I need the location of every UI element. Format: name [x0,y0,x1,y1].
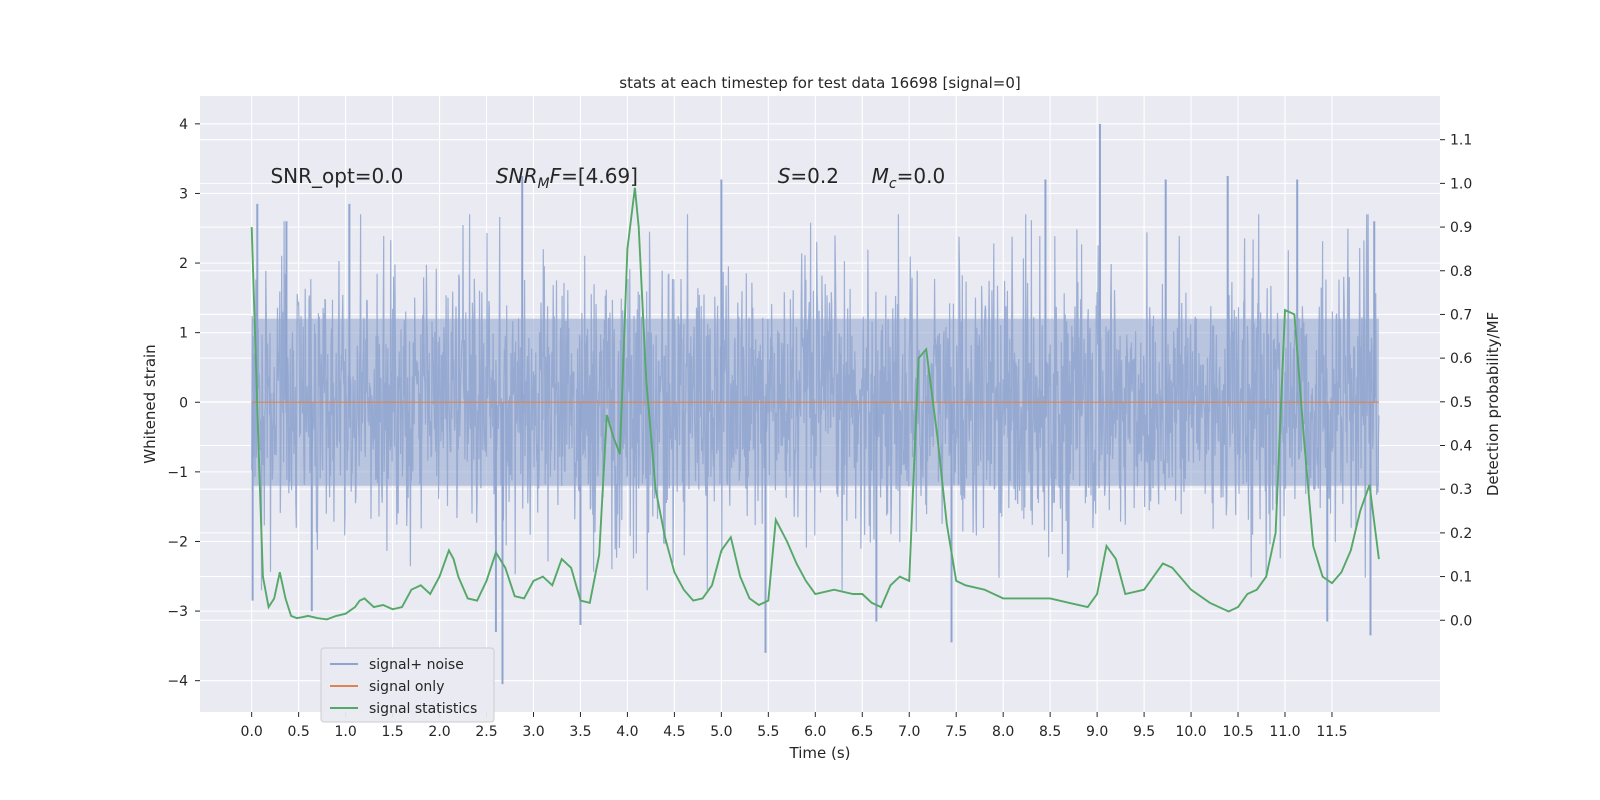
right-y-axis-ticks: 0.0 0.1 0.2 0.3 0.4 0.5 0.6 0.7 0.8 0.9 1.0 1.1 [1440,133,1472,629]
x-tick-label: 2.5 [475,724,497,740]
series-signal-statistics [250,187,1380,621]
x-tick-label: 4.5 [663,724,685,740]
x-tick-label: 1.0 [334,724,356,740]
x-tick-label: 3.5 [569,724,591,740]
y-right-tick-label: 0.6 [1450,351,1472,367]
y-right-tick-label: 0.2 [1450,526,1472,542]
x-tick-label: 10.0 [1175,724,1206,740]
left-y-axis-ticks: −4 −3 −2 −1 0 1 2 3 4 [167,117,200,690]
annotation-main: S [778,164,791,188]
y-left-tick-label: 3 [179,186,188,202]
signal-statistics-line [250,187,1380,621]
x-tick-label: 9.0 [1086,724,1108,740]
x-tick-label: 9.5 [1133,724,1155,740]
x-tick-label: 11.0 [1269,724,1300,740]
y-left-tick-label: 1 [179,326,188,342]
x-tick-label: 5.5 [757,724,779,740]
legend-box [320,647,495,723]
y-right-tick-label: 0.0 [1450,613,1472,629]
legend-entry-signal-only: signal only [369,679,444,695]
annotation-mc-val: Mc=0.0 [872,164,946,192]
y-left-tick-label: −4 [167,674,188,690]
x-axis-ticks: 0.0 0.5 1.0 1.5 2.0 2.5 3.0 3.5 4.0 4.5 5.0 5.5 6.0 6… [241,712,1348,740]
y-right-tick-label: 1.1 [1450,133,1472,149]
y-right-tick-label: 0.8 [1450,264,1472,280]
x-tick-label: 8.5 [1039,724,1061,740]
chart-title: stats at each timestep for test data 166… [619,74,1020,92]
x-tick-label: 6.0 [804,724,826,740]
y-left-tick-label: 2 [179,256,188,272]
y-right-tick-label: 0.3 [1450,482,1472,498]
left-y-axis-label: Whitened strain [141,344,159,463]
annotations: SNR_opt=0.0 SNRMF=[4.69] S=0.2 Mc=0.0 [270,164,945,192]
y-right-tick-label: 0.9 [1450,220,1472,236]
annotation-suffix: =0.0 [897,164,946,188]
annotation-subscript: M [537,176,549,192]
annotation-main: SNR [496,164,538,188]
annotation-s-val: S=0.2 [778,164,839,188]
y-left-tick-label: 4 [179,117,188,133]
y-left-tick-label: −2 [167,534,188,550]
right-y-axis-label: Detection probability/MF [1484,312,1502,496]
x-tick-label: 4.0 [616,724,638,740]
x-tick-label: 5.0 [710,724,732,740]
x-tick-label: 0.5 [288,724,310,740]
y-right-tick-label: 0.1 [1450,570,1472,586]
legend-entry-signal-noise: signal+ noise [369,657,464,673]
annotation-main: M [872,164,889,188]
x-tick-label: 1.5 [381,724,403,740]
x-axis-label: Time (s) [789,744,851,762]
annotation-main: SNR_opt=0.0 [270,164,403,188]
annotation-suffix: F=[4.69] [550,164,638,188]
x-tick-label: 7.5 [945,724,967,740]
annotation-subscript: c [889,176,897,192]
annotation-snr-opt: SNR_opt=0.0 [270,164,403,188]
x-tick-label: 6.5 [851,724,873,740]
x-tick-label: 2.0 [428,724,450,740]
y-left-tick-label: −1 [167,465,188,481]
x-tick-label: 7.0 [898,724,920,740]
x-tick-label: 11.5 [1316,724,1347,740]
annotation-suffix: =0.2 [790,164,839,188]
y-right-tick-label: 0.4 [1450,439,1472,455]
legend-entry-signal-statistics: signal statistics [369,701,477,717]
y-right-tick-label: 1.0 [1450,176,1472,192]
y-left-tick-label: 0 [179,395,188,411]
y-right-tick-label: 0.7 [1450,307,1472,323]
x-tick-label: 10.5 [1222,724,1253,740]
x-tick-label: 3.0 [522,724,544,740]
x-tick-label: 0.0 [241,724,263,740]
noise-trace [251,214,1380,591]
y-left-tick-label: −3 [167,604,188,620]
legend: signal+ noise signal only signal statist… [320,647,495,723]
y-right-tick-label: 0.5 [1450,395,1472,411]
x-tick-label: 8.0 [992,724,1014,740]
annotation-snr-mf: SNRMF=[4.69] [496,164,638,192]
